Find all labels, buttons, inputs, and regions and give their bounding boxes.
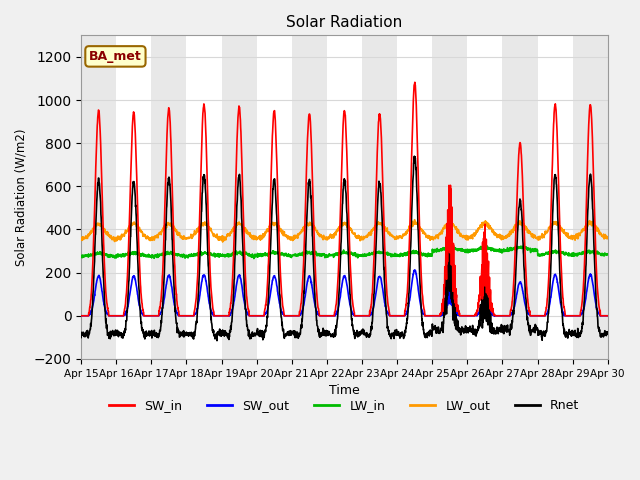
Rnet (410, 153, 418, 159)
Line: SW_in: SW_in (81, 82, 608, 316)
Bar (502, 36, 538, 359)
SW_in (604, 313, 612, 319)
SW_in (557, 270, 565, 276)
Rnet (77, 335, 85, 340)
LW_in (483, 243, 491, 249)
Bar (81, 36, 116, 359)
LW_in (224, 252, 232, 258)
Rnet (604, 329, 612, 335)
SW_in (497, 313, 505, 319)
Rnet (498, 325, 506, 331)
SW_out (224, 313, 232, 319)
Line: LW_in: LW_in (81, 246, 608, 259)
SW_in (572, 313, 580, 319)
SW_in (224, 313, 232, 319)
Title: Solar Radiation: Solar Radiation (286, 15, 403, 30)
SW_in (411, 79, 419, 85)
Bar (221, 36, 257, 359)
Legend: SW_in, SW_out, LW_in, LW_out, Rnet: SW_in, SW_out, LW_in, LW_out, Rnet (104, 395, 584, 418)
LW_in (371, 250, 379, 256)
Bar (292, 36, 327, 359)
LW_in (360, 252, 367, 258)
LW_in (572, 252, 580, 258)
Bar (362, 36, 397, 359)
SW_out (77, 313, 85, 319)
LW_out (77, 236, 85, 242)
Text: BA_met: BA_met (89, 50, 142, 63)
SW_in (360, 313, 367, 319)
LW_in (250, 256, 258, 262)
LW_out (572, 233, 580, 239)
Line: LW_out: LW_out (81, 220, 608, 242)
Y-axis label: Solar Radiation (W/m2): Solar Radiation (W/m2) (15, 128, 28, 266)
LW_out (225, 231, 232, 237)
LW_out (558, 227, 566, 233)
SW_out (410, 267, 418, 273)
LW_in (558, 249, 566, 255)
SW_out (497, 313, 505, 319)
Rnet (558, 304, 566, 310)
LW_out (498, 235, 506, 241)
Line: SW_out: SW_out (81, 270, 608, 316)
LW_out (360, 234, 367, 240)
Rnet (213, 338, 221, 344)
SW_out (572, 313, 580, 319)
Bar (573, 36, 608, 359)
SW_out (557, 305, 565, 311)
LW_in (77, 254, 85, 260)
LW_in (604, 252, 612, 257)
LW_out (371, 223, 379, 229)
Bar (152, 36, 186, 359)
Rnet (225, 336, 232, 341)
X-axis label: Time: Time (329, 384, 360, 397)
SW_out (371, 297, 379, 303)
Rnet (360, 331, 367, 337)
SW_in (77, 313, 85, 319)
LW_in (498, 248, 506, 254)
LW_out (219, 239, 227, 245)
SW_in (371, 233, 379, 239)
Line: Rnet: Rnet (81, 156, 608, 341)
Rnet (572, 334, 580, 339)
LW_out (604, 236, 612, 241)
SW_out (360, 313, 367, 319)
Rnet (371, 270, 379, 276)
SW_out (604, 313, 612, 319)
Bar (432, 36, 467, 359)
LW_out (411, 217, 419, 223)
